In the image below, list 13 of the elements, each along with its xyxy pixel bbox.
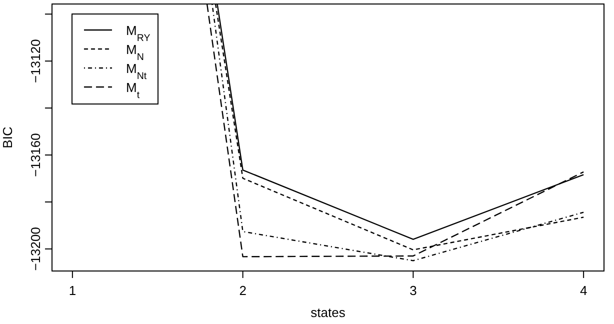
x-tick-label: 1: [68, 283, 76, 298]
x-axis-title: states: [310, 305, 346, 320]
y-tick-label: −13200: [28, 227, 43, 271]
y-tick-label: −13160: [28, 133, 43, 177]
legend-label: M$_{RY}$: [126, 23, 151, 44]
legend-label: M$_{t}$: [126, 80, 140, 100]
y-tick-label: −13120: [28, 39, 43, 83]
x-tick-label: 3: [410, 283, 417, 298]
x-tick-label: 2: [239, 283, 246, 298]
x-tick-label: 4: [580, 283, 588, 298]
legend-label: M$_{Nt}$: [126, 61, 147, 82]
y-axis-title: BIC: [0, 126, 15, 148]
legend-label: M$_{N}$: [126, 42, 144, 62]
